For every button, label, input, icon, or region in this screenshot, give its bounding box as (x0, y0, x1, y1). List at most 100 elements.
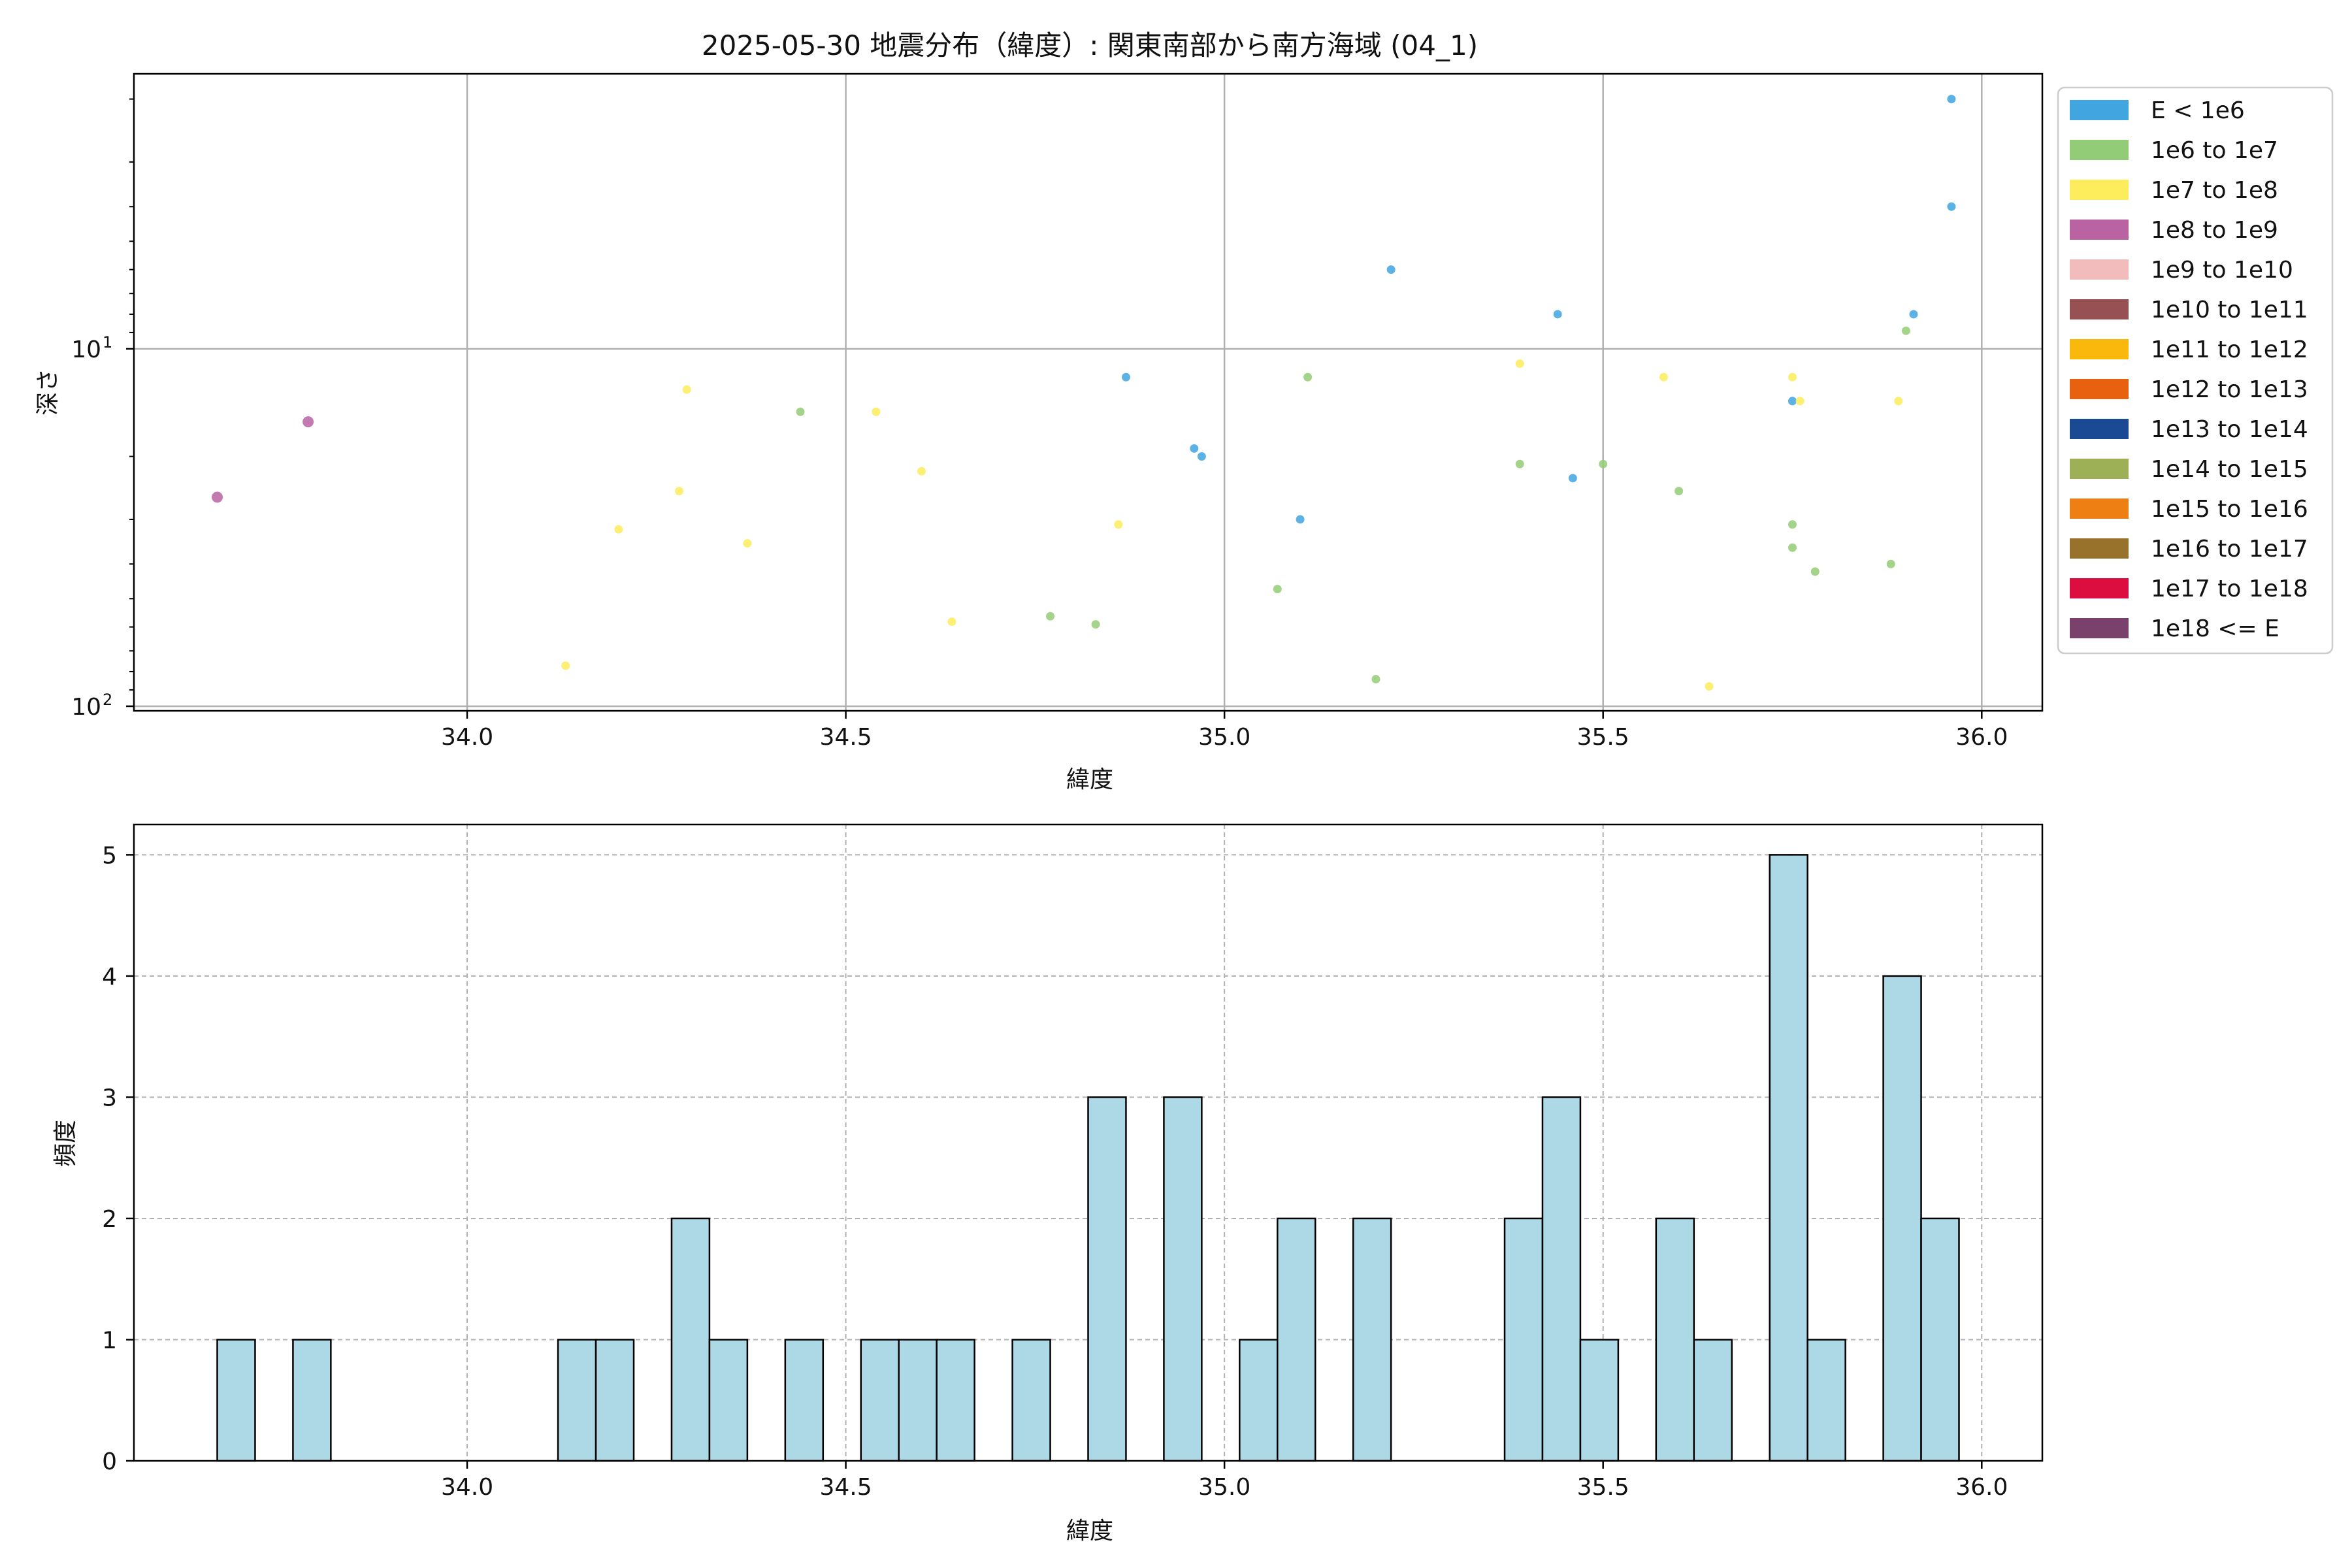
scatter-point (1705, 682, 1714, 691)
legend-swatch (2070, 140, 2129, 160)
scatter-x-tick-label: 34.0 (441, 724, 493, 751)
histogram-bar (1882, 975, 1922, 1462)
histogram-bar (1087, 1096, 1127, 1462)
scatter-point (1273, 585, 1282, 594)
histogram-y-tick-label: 2 (102, 1206, 117, 1233)
scatter-x-axis-label: 緯度 (1066, 766, 1113, 793)
scatter-y-tick-label: 10 (71, 694, 101, 721)
scatter-point (1947, 95, 1956, 104)
scatter-point (1121, 372, 1130, 382)
scatter-point (1553, 310, 1562, 319)
histogram-bar (708, 1339, 749, 1462)
scatter-x-tick-label: 36.0 (1955, 724, 2008, 751)
histogram-y-tick-label: 3 (102, 1085, 117, 1111)
scatter-point (1371, 675, 1380, 684)
histogram-panel: 34.0 34.5 35.0 35.5 36.0 0 1 2 3 4 5 緯度 頻度 (52, 823, 2044, 1544)
scatter-point (1190, 444, 1199, 453)
scatter-point (1674, 487, 1684, 496)
histogram-bar (1769, 854, 1808, 1462)
legend-frame (2057, 86, 2334, 655)
histogram-bar (1239, 1339, 1279, 1462)
scatter-point (1894, 397, 1903, 406)
legend-label: 1e14 to 1e15 (2151, 456, 2308, 483)
legend-swatch (2070, 618, 2129, 638)
histogram-bar (1163, 1096, 1203, 1462)
histogram-bar (1693, 1339, 1733, 1462)
histogram-bar (1352, 1217, 1392, 1462)
chart-title: 2025-05-30 地震分布（緯度）: 関東南部から南方海域 (04_1) (702, 29, 1478, 61)
scatter-point (1788, 372, 1797, 382)
histogram-bar (292, 1339, 332, 1462)
scatter-point (1788, 397, 1797, 406)
histogram-bar (1011, 1339, 1051, 1462)
legend-swatch (2070, 379, 2129, 399)
scatter-point (1788, 520, 1797, 529)
legend-swatch (2070, 100, 2129, 120)
scatter-point (872, 407, 881, 416)
scatter-point (743, 539, 752, 548)
scatter-y-tick-exponent: 2 (103, 691, 112, 709)
histogram-y-tick-label: 0 (102, 1448, 117, 1475)
scatter-x-tick-label: 34.5 (820, 724, 872, 751)
legend-label: 1e10 to 1e11 (2151, 297, 2308, 323)
legend-swatch (2070, 220, 2129, 240)
scatter-x-ticks: 34.0 34.5 35.0 35.5 36.0 (441, 711, 2008, 751)
legend-label: 1e13 to 1e14 (2151, 416, 2308, 443)
legend-swatch (2070, 299, 2129, 319)
scatter-point (1046, 612, 1055, 621)
legend-label: E < 1e6 (2151, 97, 2245, 124)
legend-label: 1e9 to 1e10 (2151, 257, 2293, 284)
histogram-x-tick-label: 34.5 (820, 1474, 872, 1501)
histogram-bar (1541, 1096, 1582, 1462)
legend-swatch (2070, 578, 2129, 598)
histogram-bar (1579, 1339, 1620, 1462)
histogram-bar (595, 1339, 635, 1462)
histogram-bar (784, 1339, 825, 1462)
scatter-x-tick-label: 35.0 (1198, 724, 1250, 751)
scatter-point (1886, 559, 1895, 568)
scatter-point (1788, 543, 1797, 552)
legend-label: 1e7 to 1e8 (2151, 177, 2278, 204)
histogram-y-tick-label: 1 (102, 1327, 117, 1354)
scatter-point (1810, 567, 1820, 576)
legend-swatch (2070, 459, 2129, 479)
scatter-y-tick-exponent: 1 (103, 333, 112, 351)
histogram-bar (1806, 1339, 1846, 1462)
scatter-x-tick-label: 35.5 (1577, 724, 1629, 751)
scatter-point (917, 466, 926, 476)
legend-swatch (2070, 419, 2129, 439)
scatter-y-axis-label: 深さ (35, 368, 61, 416)
scatter-point (1303, 372, 1313, 382)
scatter-point (1568, 474, 1577, 483)
histogram-x-tick-label: 36.0 (1955, 1474, 2008, 1501)
scatter-point (1515, 359, 1524, 368)
legend-label: 1e8 to 1e9 (2151, 217, 2278, 244)
scatter-point (675, 487, 684, 496)
histogram-bar (898, 1339, 938, 1462)
scatter-point (1795, 397, 1805, 406)
scatter-y-tick-label: 10 (71, 336, 101, 363)
legend-swatch (2070, 259, 2129, 280)
histogram-bar (1503, 1217, 1544, 1462)
legend-label: 1e16 to 1e17 (2151, 536, 2308, 563)
scatter-point (1909, 310, 1918, 319)
histogram-y-tick-label: 4 (102, 964, 117, 990)
histogram-bar (1655, 1217, 1695, 1462)
histogram-bar (1277, 1217, 1316, 1462)
histogram-x-ticks: 34.0 34.5 35.0 35.5 36.0 (441, 1461, 2008, 1501)
scatter-point (614, 525, 623, 534)
legend-label: 1e12 to 1e13 (2151, 376, 2308, 403)
histogram-y-tick-label: 5 (102, 842, 117, 869)
histogram-x-tick-label: 35.0 (1198, 1474, 1250, 1501)
legend: E < 1e6 1e6 to 1e7 1e7 to 1e8 1e8 to 1e9 1e9… (2057, 86, 2334, 655)
legend-label: 1e11 to 1e12 (2151, 336, 2308, 363)
histogram-bar (936, 1339, 975, 1462)
scatter-point (302, 416, 314, 428)
scatter-point (561, 661, 570, 670)
scatter-point (1114, 520, 1123, 529)
scatter-point (1386, 265, 1396, 274)
scatter-point (212, 491, 223, 503)
histogram-bar (1920, 1217, 1960, 1462)
